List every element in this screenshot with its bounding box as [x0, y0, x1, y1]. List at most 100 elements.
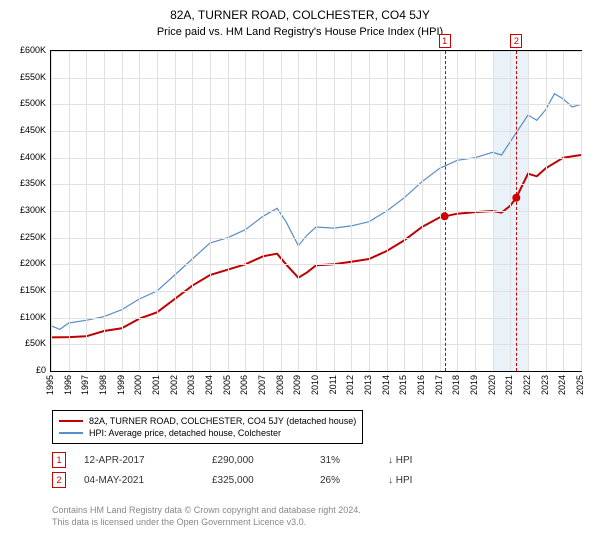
- x-axis-label: 2022: [522, 375, 532, 395]
- gridline-v: [86, 51, 87, 371]
- y-axis-label: £450K: [2, 125, 46, 135]
- y-axis-label: £500K: [2, 98, 46, 108]
- gridline-v: [139, 51, 140, 371]
- event-price: £325,000: [212, 475, 302, 486]
- x-axis-label: 2024: [557, 375, 567, 395]
- gridline-v: [387, 51, 388, 371]
- event-price: £290,000: [212, 455, 302, 466]
- x-axis-label: 2001: [151, 375, 161, 395]
- gridline-v: [475, 51, 476, 371]
- x-axis-label: 2023: [540, 375, 550, 395]
- x-axis-label: 2010: [310, 375, 320, 395]
- x-axis-label: 2009: [292, 375, 302, 395]
- attribution-line1: Contains HM Land Registry data © Crown c…: [52, 505, 361, 517]
- x-axis-label: 2021: [504, 375, 514, 395]
- gridline-v: [351, 51, 352, 371]
- legend-row: 82A, TURNER ROAD, COLCHESTER, CO4 5JY (d…: [59, 415, 356, 427]
- x-axis-label: 2017: [434, 375, 444, 395]
- x-axis-label: 2011: [328, 375, 338, 394]
- x-axis-label: 2004: [204, 375, 214, 395]
- y-axis-label: £300K: [2, 205, 46, 215]
- gridline-v: [316, 51, 317, 371]
- x-axis-label: 2002: [169, 375, 179, 395]
- plot-area: [50, 50, 582, 372]
- gridline-v: [440, 51, 441, 371]
- gridline-v: [581, 51, 582, 371]
- x-axis-label: 1996: [63, 375, 73, 395]
- event-badge: 2: [52, 472, 66, 488]
- x-axis-label: 2008: [275, 375, 285, 395]
- x-axis-label: 2013: [363, 375, 373, 395]
- x-axis-label: 2006: [239, 375, 249, 395]
- gridline-v: [263, 51, 264, 371]
- gridline-v: [546, 51, 547, 371]
- x-axis-label: 2003: [186, 375, 196, 395]
- legend-swatch: [59, 420, 83, 422]
- event-badge: 1: [52, 452, 66, 468]
- y-axis-label: £400K: [2, 152, 46, 162]
- event-row: 2 04-MAY-2021 £325,000 26% ↓ HPI: [52, 470, 428, 490]
- gridline-v: [510, 51, 511, 371]
- chart-container: 82A, TURNER ROAD, COLCHESTER, CO4 5JY Pr…: [0, 0, 600, 560]
- y-axis-label: £550K: [2, 72, 46, 82]
- event-date: 04-MAY-2021: [84, 475, 194, 486]
- gridline-v: [69, 51, 70, 371]
- marker-badge: 1: [439, 34, 451, 48]
- attribution-line2: This data is licensed under the Open Gov…: [52, 517, 361, 529]
- gridline-v: [157, 51, 158, 371]
- event-direction: ↓ HPI: [388, 455, 428, 466]
- event-row: 112-APR-2017£290,00031%↓ HPI: [52, 450, 428, 470]
- y-axis-label: £200K: [2, 258, 46, 268]
- gridline-v: [493, 51, 494, 371]
- event-direction: ↓ HPI: [388, 475, 428, 486]
- x-axis-label: 2025: [575, 375, 585, 395]
- y-axis-label: £350K: [2, 178, 46, 188]
- x-axis-label: 1999: [116, 375, 126, 395]
- gridline-v: [228, 51, 229, 371]
- x-axis-label: 1997: [80, 375, 90, 395]
- legend-row: HPI: Average price, detached house, Colc…: [59, 427, 356, 439]
- y-axis-label: £250K: [2, 232, 46, 242]
- legend-label: 82A, TURNER ROAD, COLCHESTER, CO4 5JY (d…: [89, 416, 356, 426]
- y-axis-label: £150K: [2, 285, 46, 295]
- gridline-v: [334, 51, 335, 371]
- x-axis-label: 2016: [416, 375, 426, 395]
- x-axis-label: 1995: [45, 375, 55, 395]
- attribution-text: Contains HM Land Registry data © Crown c…: [52, 505, 361, 528]
- legend-box: 82A, TURNER ROAD, COLCHESTER, CO4 5JY (d…: [52, 410, 363, 444]
- marker-line: [445, 51, 446, 371]
- gridline-v: [563, 51, 564, 371]
- y-axis-label: £600K: [2, 45, 46, 55]
- marker-badge: 2: [510, 34, 522, 48]
- x-axis-label: 2005: [222, 375, 232, 395]
- gridline-v: [422, 51, 423, 371]
- y-axis-label: £50K: [2, 338, 46, 348]
- gridline-v: [245, 51, 246, 371]
- legend-swatch: [59, 432, 83, 433]
- x-axis-label: 2000: [133, 375, 143, 395]
- x-axis-label: 2018: [451, 375, 461, 395]
- x-axis-label: 2007: [257, 375, 267, 395]
- gridline-v: [298, 51, 299, 371]
- x-axis-label: 2014: [381, 375, 391, 395]
- gridline-v: [175, 51, 176, 371]
- y-axis-label: £100K: [2, 312, 46, 322]
- event-date: 12-APR-2017: [84, 455, 194, 466]
- x-axis-label: 1998: [98, 375, 108, 395]
- legend-label: HPI: Average price, detached house, Colc…: [89, 428, 281, 438]
- events-table: 112-APR-2017£290,00031%↓ HPI204-MAY-2021…: [52, 450, 428, 490]
- gridline-v: [210, 51, 211, 371]
- x-axis-label: 2015: [398, 375, 408, 395]
- event-pct: 26%: [320, 475, 370, 486]
- gridline-v: [369, 51, 370, 371]
- gridline-v: [122, 51, 123, 371]
- gridline-v: [281, 51, 282, 371]
- chart-title: 82A, TURNER ROAD, COLCHESTER, CO4 5JY: [0, 0, 600, 22]
- x-axis-label: 2020: [487, 375, 497, 395]
- x-axis-label: 2019: [469, 375, 479, 395]
- gridline-v: [457, 51, 458, 371]
- gridline-v: [192, 51, 193, 371]
- gridline-v: [51, 51, 52, 371]
- gridline-v: [404, 51, 405, 371]
- gridline-v: [528, 51, 529, 371]
